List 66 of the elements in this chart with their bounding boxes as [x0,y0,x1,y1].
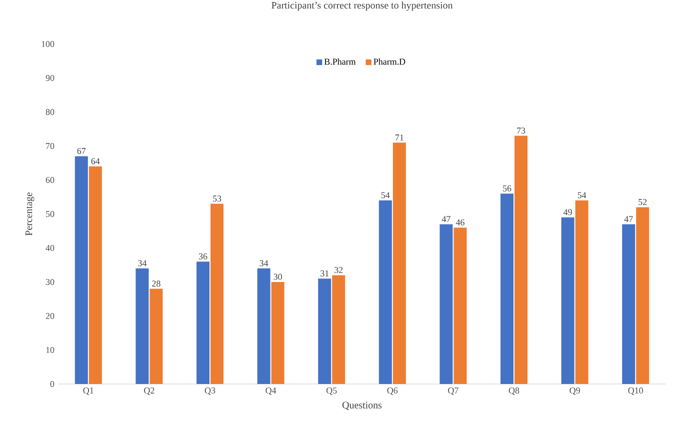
bar [514,136,528,384]
legend-label: B.Pharm [324,58,356,65]
y-tick-label: 90 [46,74,54,82]
x-axis-title: Questions [342,402,382,410]
bar [88,166,102,384]
x-tick-label: Q9 [570,388,580,395]
y-tick-label: 100 [42,40,54,48]
data-label: 36 [198,253,208,260]
data-label: 34 [138,260,147,266]
bar [378,200,392,384]
y-tick-label: 20 [46,312,54,320]
data-label: 32 [334,266,343,274]
x-tick-label: Q10 [628,388,643,395]
y-tick-label: 10 [46,346,54,354]
bar [74,156,88,384]
bar [318,278,332,384]
x-tick-label: Q6 [387,388,398,395]
bar [454,228,467,384]
data-label: 73 [517,128,526,134]
bar [561,217,574,384]
data-label: 52 [638,198,647,206]
bar [575,200,588,384]
y-tick-label: 70 [46,142,54,150]
bar [440,224,453,384]
bar [136,268,149,384]
y-tick-label: 60 [46,176,54,184]
y-tick-label: 40 [46,244,54,252]
x-tick-label: Q5 [326,388,337,395]
x-tick-label: Q3 [204,388,216,395]
data-label: 47 [442,216,450,222]
chart-title: Participant’s correct response to hypertension [272,2,453,11]
y-tick-label: 80 [46,108,54,116]
legend-label: Pharm.D [374,58,406,65]
data-label: 31 [320,270,329,276]
x-tick-label: Q2 [144,388,154,395]
y-axis-title: Percentage [26,192,34,236]
data-label: 54 [578,192,586,198]
bar [500,194,514,384]
data-label: 28 [152,280,160,287]
x-tick-label: Q8 [508,388,520,395]
bar [196,262,210,384]
y-tick-label: 0 [50,380,54,388]
bar [622,224,636,384]
bar [392,142,406,384]
data-label: 54 [381,192,390,198]
data-label: 71 [396,134,404,140]
data-label: 67 [77,148,86,154]
x-tick-label: Q1 [83,388,94,395]
y-tick-label: 50 [46,210,54,218]
data-label: 53 [213,196,222,202]
x-tick-label: Q4 [266,388,276,395]
bar [636,207,650,384]
data-label: 56 [503,185,512,192]
data-label: 30 [274,274,282,280]
data-label: 46 [456,219,464,226]
data-label: 64 [91,158,100,164]
bar [210,204,224,384]
y-tick-label: 30 [46,278,54,286]
data-label: 34 [260,260,268,266]
data-label: 47 [624,216,633,222]
bar [271,282,284,384]
bar [257,268,270,384]
bar [150,288,163,384]
bar [332,275,346,384]
data-label: 49 [563,209,572,216]
x-tick-label: Q7 [448,388,458,395]
